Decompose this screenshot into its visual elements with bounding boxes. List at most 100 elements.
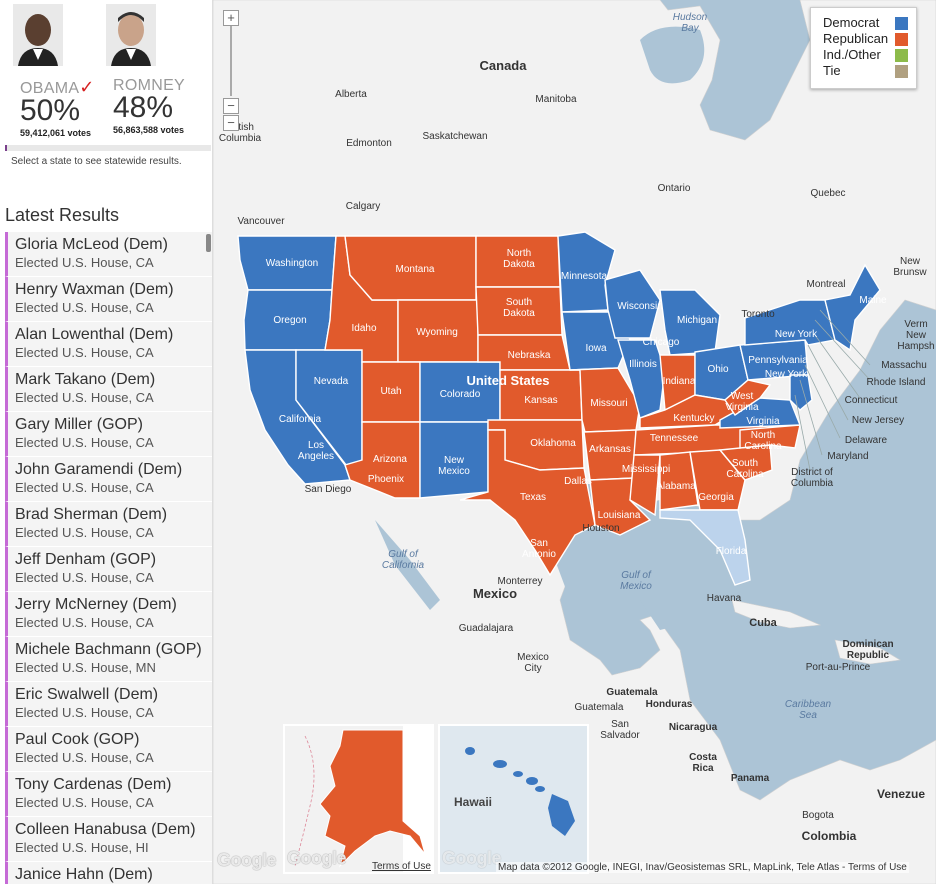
map-label-san-antonio: San Antonio [522, 538, 556, 560]
map-label-houston: Houston [582, 523, 619, 534]
map-label-san-diego: San Diego [305, 484, 352, 495]
map-label-indiana: Indiana [663, 376, 696, 387]
map-label-monterrey: Monterrey [497, 576, 542, 587]
state-georgia [689, 449, 746, 511]
hawaii-map: Hawaii [440, 726, 587, 872]
legend-swatch [895, 17, 908, 30]
map-label-bogota: Bogota [802, 810, 834, 821]
result-row[interactable]: Gloria McLeod (Dem) Elected U.S. House, C… [5, 232, 212, 277]
result-row[interactable]: Jeff Denham (GOP) Elected U.S. House, CA [5, 547, 212, 592]
map-label-havana: Havana [707, 593, 742, 604]
candidate-votes: 56,863,588 votes [113, 125, 185, 135]
legend-item: Tie [823, 63, 916, 79]
result-row[interactable]: Paul Cook (GOP) Elected U.S. House, CA [5, 727, 212, 772]
zoom-slider-handle[interactable]: − [223, 98, 239, 114]
result-row[interactable]: Michele Bachmann (GOP) Elected U.S. House… [5, 637, 212, 682]
result-row[interactable]: Colleen Hanabusa (Dem) Elected U.S. House… [5, 817, 212, 862]
map-label-vermont: Verm [904, 319, 927, 330]
result-row[interactable]: John Garamendi (Dem) Elected U.S. House, … [5, 457, 212, 502]
map-label-massachusetts: Massachu [881, 360, 927, 371]
result-row[interactable]: Mark Takano (Dem) Elected U.S. House, CA [5, 367, 212, 412]
map-label-ohio: Ohio [707, 364, 729, 375]
result-name: Brad Sherman (Dem) [15, 506, 168, 523]
map-label-guatemala: Guatemala [606, 687, 658, 698]
map-label-colombia: Colombia [802, 829, 857, 843]
result-desc: Elected U.S. House, CA [15, 255, 154, 270]
result-row[interactable]: Brad Sherman (Dem) Elected U.S. House, CA [5, 502, 212, 547]
map-label-south-dakota: South Dakota [503, 297, 535, 319]
map-data-attribution[interactable]: Map data ©2012 Google, INEGI, Inav/Geosi… [496, 862, 909, 873]
result-row[interactable]: Janice Hahn (Dem)Elected U.S. House, CA [5, 862, 212, 884]
zoom-out-button[interactable]: − [223, 115, 239, 131]
result-name: Eric Swalwell (Dem) [15, 686, 159, 703]
candidate-obama[interactable]: OBAMA✓ 50% 59,412,061 votes [7, 4, 102, 138]
map-canvas[interactable]: Hudson Bay Canada Alberta Manitoba British Col… [213, 0, 936, 884]
zoom-slider-track[interactable] [230, 26, 232, 96]
results-scrollbar[interactable] [206, 234, 211, 252]
obama-photo [13, 4, 63, 66]
map-label-virginia: Virginia [746, 416, 780, 427]
alaska-inset[interactable] [283, 724, 434, 874]
result-desc: Elected U.S. House, CA [15, 750, 154, 765]
map-label-ontario: Ontario [658, 183, 691, 194]
result-row[interactable]: Jerry McNerney (Dem) Elected U.S. House, … [5, 592, 212, 637]
result-desc: Elected U.S. House, CA [15, 480, 154, 495]
map-label-quebec: Quebec [810, 188, 845, 199]
zoom-in-button[interactable]: + [223, 10, 239, 26]
result-name: Jerry McNerney (Dem) [15, 596, 177, 613]
map-label-arkansas: Arkansas [589, 444, 631, 455]
map-label-utah: Utah [380, 386, 401, 397]
states-layer[interactable] [237, 231, 881, 586]
map-label-calgary: Calgary [346, 201, 380, 212]
map-label-british-columbia: British Columbia [219, 122, 262, 144]
result-row[interactable]: Tony Cardenas (Dem) Elected U.S. House, C… [5, 772, 212, 817]
terms-of-use-link[interactable]: Terms of Use [372, 861, 431, 872]
result-name: Gary Miller (GOP) [15, 416, 143, 433]
candidate-percent: 50% [20, 94, 81, 127]
map-label-canada: Canada [480, 58, 528, 73]
result-name: Jeff Denham (GOP) [15, 551, 157, 568]
latest-results-list[interactable]: Gloria McLeod (Dem) Elected U.S. House, C… [5, 232, 212, 884]
map-label-new-jersey: New Jersey [852, 415, 904, 426]
map-label-tennessee: Tennessee [650, 433, 699, 444]
hawaii-inset[interactable]: Hawaii [438, 724, 589, 874]
election-map[interactable]: Hudson Bay Canada Alberta Manitoba British Col… [213, 0, 936, 884]
candidate-romney[interactable]: ROMNEY 48% 56,863,588 votes [100, 4, 195, 135]
result-name: Michele Bachmann (GOP) [15, 641, 202, 658]
result-desc: Elected U.S. House, CA [15, 390, 154, 405]
legend-swatch [895, 33, 908, 46]
result-row[interactable]: Alan Lowenthal (Dem) Elected U.S. House, … [5, 322, 212, 367]
map-label-edmonton: Edmonton [346, 138, 392, 149]
map-label-california: California [279, 414, 322, 425]
candidate-percent: 48% [113, 91, 174, 124]
result-row[interactable]: Eric Swalwell (Dem) Elected U.S. House, C… [5, 682, 212, 727]
map-label-guadalajara: Guadalajara [459, 623, 514, 634]
state-alaska [319, 729, 426, 868]
map-label-honduras: Honduras [646, 699, 693, 710]
winner-check-icon: ✓ [79, 77, 95, 97]
map-label-costa-rica: Costa Rica [689, 752, 717, 774]
zoom-control[interactable]: + − − [223, 10, 239, 131]
map-label-venezuela: Venezue [877, 787, 925, 801]
map-label-new-hampshire: New Hampsh [897, 330, 934, 352]
google-logo-ak: Google [287, 848, 347, 868]
legend-item: Democrat [823, 15, 916, 31]
result-name: Gloria McLeod (Dem) [15, 236, 168, 253]
map-label-mississippi: Mississippi [622, 464, 670, 475]
result-row[interactable]: Henry Waxman (Dem) Elected U.S. House, CA [5, 277, 212, 322]
legend-swatch [895, 49, 908, 62]
map-label-panama: Panama [731, 773, 770, 784]
result-desc: Elected U.S. House, CA [15, 615, 154, 630]
map-label-colorado: Colorado [440, 389, 481, 400]
map-label-caribbean-sea: Caribbean Sea [785, 699, 832, 721]
gulf-of-california-water [375, 520, 440, 610]
map-label-chicago: Chicago [643, 337, 680, 348]
legend-item: Republican [823, 31, 916, 47]
state-illinois [617, 339, 666, 419]
state-new-york [744, 299, 836, 346]
map-label-illinois: Illinois [629, 359, 657, 370]
map-label-florida: Florida [716, 546, 747, 557]
inset-box-strokes [794, 309, 871, 471]
map-label-nevada: Nevada [314, 376, 349, 387]
result-row[interactable]: Gary Miller (GOP) Elected U.S. House, CA [5, 412, 212, 457]
